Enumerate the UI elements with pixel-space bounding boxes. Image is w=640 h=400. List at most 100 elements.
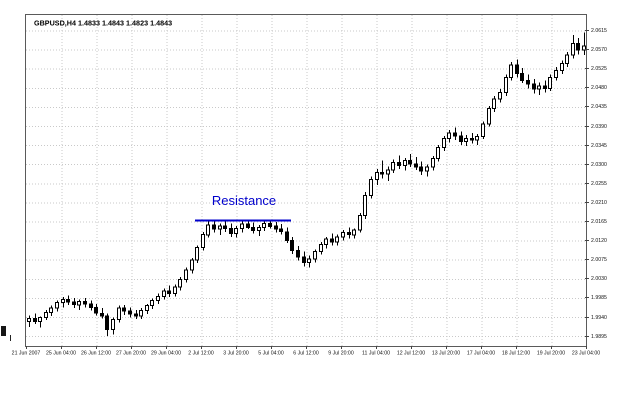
- candle-body-bear: [274, 225, 278, 230]
- candle-body-bull: [162, 290, 166, 297]
- candle-body-bear: [302, 256, 306, 263]
- chart-plot-area[interactable]: GBPUSD,H4 1.4833 1.4843 1.4823 1.4843 Re…: [25, 14, 587, 347]
- price-tick-mark: [585, 182, 589, 184]
- candle-body-bear: [347, 232, 351, 236]
- candle-body-bull: [509, 64, 513, 79]
- candle-body-bull: [504, 77, 508, 94]
- candle-body-bear: [296, 249, 300, 258]
- candle-body-bear: [515, 64, 519, 74]
- candle-body-bull: [403, 160, 407, 167]
- candle-body-bear: [83, 300, 87, 305]
- candle-body-bear: [134, 313, 138, 317]
- candle-body-bull: [206, 224, 210, 236]
- candle-body-bull: [257, 227, 261, 231]
- date-axis-label: 29 Jun 04:00: [150, 350, 182, 356]
- candle-body-bull: [319, 244, 323, 253]
- candle-body-bull: [150, 300, 154, 307]
- resistance-label[interactable]: Resistance: [211, 193, 277, 208]
- candle-body-bull: [425, 166, 429, 172]
- candle-body-bear: [459, 135, 463, 142]
- date-axis-label: 6 Jul 12:00: [293, 350, 319, 356]
- price-tick-mark: [585, 68, 589, 70]
- price-tick-mark: [585, 163, 589, 165]
- candle-body-bull: [145, 305, 149, 312]
- price-axis-value: 2.0255: [591, 180, 607, 187]
- candle-body-bull: [173, 286, 177, 295]
- price-axis-value: 1.9985: [591, 294, 607, 301]
- price-axis-label: 2.0570: [585, 45, 615, 54]
- date-axis-label: 26 Jun 12:00: [80, 350, 112, 356]
- price-axis-value: 2.0570: [591, 46, 607, 53]
- candle-body-bear: [453, 132, 457, 137]
- price-axis-value: 2.0210: [591, 199, 607, 206]
- price-axis-value: 2.0480: [591, 84, 607, 91]
- candle-body-bear: [246, 223, 250, 229]
- candle-body-bear: [100, 312, 104, 317]
- candle-body-bear: [89, 303, 93, 308]
- candle-body-bull: [184, 269, 188, 280]
- price-tick-mark: [585, 259, 589, 261]
- price-tick-mark: [585, 221, 589, 222]
- candle-body-bull: [117, 307, 121, 321]
- candle-body-bull: [481, 123, 485, 138]
- candle-body-bear: [167, 290, 171, 295]
- candle-body-bull: [571, 43, 575, 56]
- price-axis-value: 1.9895: [591, 333, 607, 340]
- date-axis-label: 27 Jun 20:00: [115, 350, 147, 356]
- candlestick-plot[interactable]: [26, 15, 586, 346]
- candle-body-bull: [218, 225, 222, 230]
- candle-body-bull: [464, 137, 468, 142]
- price-axis-label: 1.9985: [585, 293, 615, 302]
- candle-body-bull: [560, 63, 564, 72]
- date-axis-label: 21 Jun 2007: [11, 350, 41, 356]
- candle-body-bull: [201, 234, 205, 248]
- price-tick-mark: [585, 87, 589, 89]
- price-axis-value: 2.0300: [591, 161, 607, 168]
- price-tick-mark: [585, 201, 589, 203]
- date-axis-label: 11 Jul 04:00: [362, 350, 390, 356]
- date-axis-label: 23 Jul 04:00: [571, 350, 601, 356]
- candle-body-bear: [290, 239, 294, 252]
- date-axis-label: 19 Jul 20:00: [536, 350, 566, 356]
- candle-body-bull: [375, 171, 379, 181]
- candle-body-bull: [363, 194, 367, 217]
- price-axis-label: 2.0435: [585, 102, 615, 111]
- price-axis-value: 1.9940: [591, 314, 607, 320]
- price-axis-value: 2.0525: [591, 65, 607, 72]
- price-axis-label: 2.0210: [585, 198, 615, 207]
- candle-body-bull: [436, 147, 440, 159]
- date-axis-label: 17 Jul 04:00: [466, 350, 496, 356]
- candle-body-bear: [408, 160, 412, 165]
- candle-body-bull: [537, 85, 541, 90]
- price-axis-value: 2.0345: [591, 142, 607, 149]
- price-tick-mark: [585, 30, 589, 31]
- candle-body-bull: [190, 259, 194, 271]
- candle-body-bull: [352, 229, 356, 236]
- candle-body-bull: [369, 179, 373, 196]
- price-tick-mark: [585, 125, 589, 127]
- candle-body-bull: [111, 319, 115, 330]
- candle-body-bear: [414, 163, 418, 168]
- candle-body-bull: [554, 70, 558, 79]
- price-tick-mark: [585, 335, 589, 337]
- candle-body-bull: [548, 77, 552, 89]
- candle-body-bull: [447, 132, 451, 139]
- date-axis-label: 18 Jul 12:00: [501, 350, 531, 356]
- candle-body-bear: [105, 315, 109, 330]
- candle-body-bear: [526, 80, 530, 85]
- date-axis-label: 2 Jul 12:00: [188, 350, 214, 356]
- candle-body-bear: [520, 72, 524, 82]
- candle-body-bull: [139, 310, 143, 317]
- price-axis-label: 2.0075: [585, 255, 615, 264]
- price-axis-value: 2.0075: [591, 256, 607, 263]
- price-axis[interactable]: 2.0615 2.0570 2.0525 2.0480 2.0435 2.0390 2.03…: [585, 14, 640, 345]
- candle-body-bull: [49, 307, 53, 313]
- candle-body-bull: [307, 258, 311, 263]
- price-tick-mark: [585, 278, 589, 280]
- candle-body-bear: [285, 231, 289, 241]
- chart-title: GBPUSD,H4 1.4833 1.4843 1.4823 1.4843: [34, 19, 173, 27]
- candle-body-bear: [229, 227, 233, 234]
- candle-body-bull: [358, 215, 362, 231]
- price-axis-label: 1.9895: [585, 332, 615, 341]
- candle-body-bear: [397, 162, 401, 167]
